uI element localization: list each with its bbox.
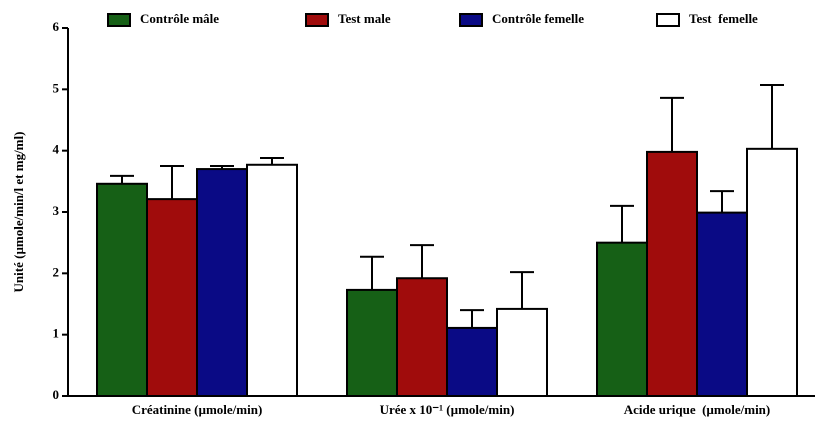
bar — [446, 326, 498, 398]
x-tick-label: Acide urique (µmole/min) — [624, 402, 771, 417]
y-axis-label: Unité (µmole/min/l et mg/ml) — [11, 132, 26, 293]
legend-swatch — [107, 13, 131, 27]
bar — [396, 277, 448, 397]
bar — [496, 307, 548, 398]
y-tick-label: 2 — [53, 264, 60, 279]
bar — [146, 198, 198, 397]
x-tick-label: Urée x 10⁻¹ (µmole/min) — [380, 402, 515, 417]
bar — [596, 241, 648, 397]
y-tick-label: 3 — [53, 203, 60, 218]
bar — [196, 168, 248, 397]
y-tick-label: 5 — [53, 80, 60, 95]
legend-label: Contrôle mâle — [140, 11, 219, 26]
bar — [746, 147, 798, 397]
y-tick-label: 1 — [53, 326, 60, 341]
bar — [646, 150, 698, 397]
bar — [96, 182, 148, 397]
bar — [246, 163, 298, 397]
bar — [696, 211, 748, 397]
legend-swatch — [459, 13, 483, 27]
bar — [346, 288, 398, 398]
y-tick-label: 0 — [53, 387, 60, 402]
y-tick-label: 6 — [53, 19, 60, 34]
x-tick-label: Créatinine (µmole/min) — [132, 402, 263, 417]
legend-swatch — [305, 13, 329, 27]
legend-label: Test male — [338, 11, 391, 26]
legend-label: Test femelle — [689, 11, 758, 26]
y-tick-label: 4 — [53, 142, 60, 157]
legend-label: Contrôle femelle — [492, 11, 584, 26]
legend-swatch — [656, 13, 680, 27]
